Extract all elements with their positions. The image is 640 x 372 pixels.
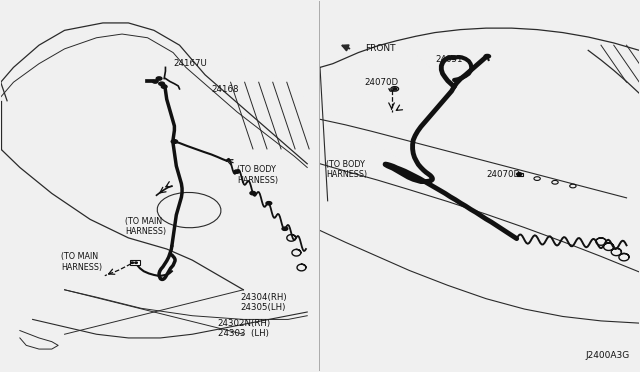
Circle shape xyxy=(393,88,397,90)
Circle shape xyxy=(516,173,522,176)
Text: 24070D: 24070D xyxy=(486,170,520,179)
Circle shape xyxy=(152,80,158,83)
Text: 24304(RH)
24305(LH): 24304(RH) 24305(LH) xyxy=(240,293,287,312)
Circle shape xyxy=(484,54,490,58)
Bar xyxy=(145,79,153,82)
Bar xyxy=(516,173,523,176)
Circle shape xyxy=(234,170,239,173)
Circle shape xyxy=(135,262,138,263)
Circle shape xyxy=(250,192,256,195)
Text: 24051: 24051 xyxy=(435,55,463,64)
Text: J2400A3G: J2400A3G xyxy=(586,351,630,360)
Circle shape xyxy=(266,202,272,205)
Text: 24168: 24168 xyxy=(211,85,239,94)
Circle shape xyxy=(161,85,167,88)
Text: 24070D: 24070D xyxy=(365,78,399,87)
Circle shape xyxy=(159,82,164,86)
Circle shape xyxy=(172,140,177,143)
Text: (TO MAIN
HARNESS): (TO MAIN HARNESS) xyxy=(125,217,166,237)
FancyBboxPatch shape xyxy=(130,260,140,265)
Circle shape xyxy=(131,262,134,263)
Text: (TO MAIN
HARNESS): (TO MAIN HARNESS) xyxy=(61,252,102,272)
Text: (TO BODY
HARNESS): (TO BODY HARNESS) xyxy=(326,160,367,179)
Circle shape xyxy=(282,227,288,230)
Text: FRONT: FRONT xyxy=(365,44,396,53)
Circle shape xyxy=(156,77,162,80)
Text: 24167U: 24167U xyxy=(173,59,207,68)
Text: 24302N(RH)
24303  (LH): 24302N(RH) 24303 (LH) xyxy=(218,319,271,339)
Text: (TO BODY
HARNESS): (TO BODY HARNESS) xyxy=(237,165,278,185)
